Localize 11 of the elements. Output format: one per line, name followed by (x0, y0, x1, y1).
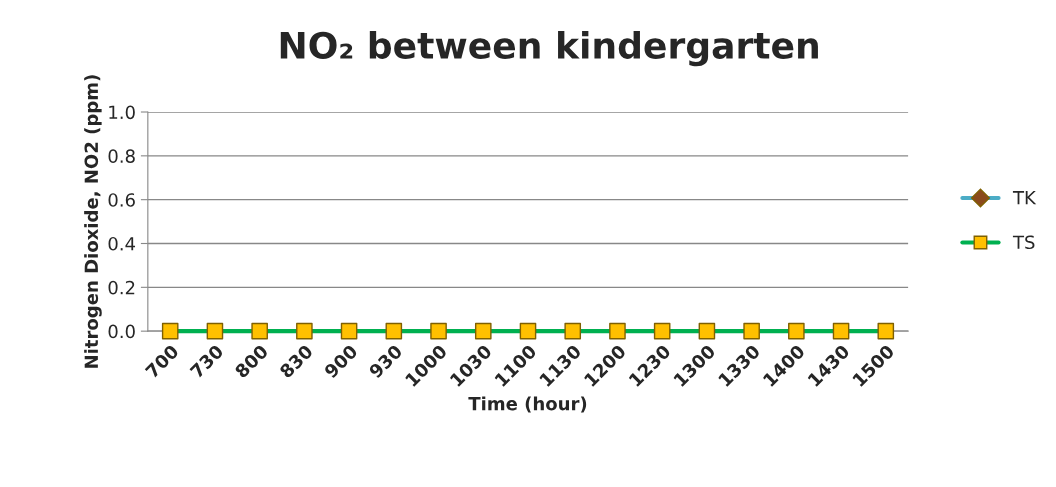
y-tick-label: 0.4 (108, 236, 136, 251)
y-tick-label: 1.0 (109, 105, 135, 120)
y-tick-label: 0.2 (108, 280, 135, 295)
legend-label: TS (1012, 235, 1035, 250)
legend-label: TK (1012, 191, 1037, 205)
x-axis-title: Time (hour) (468, 396, 587, 413)
y-tick-label: 0.6 (108, 193, 135, 207)
y-tick-label: 0.8 (108, 149, 135, 163)
chart-title: NO₂ between kindergarten (280, 31, 818, 67)
y-axis-title: Nitrogen Dioxide, NO2 (ppm) (84, 75, 102, 368)
y-tick-label: 0.0 (108, 324, 135, 339)
